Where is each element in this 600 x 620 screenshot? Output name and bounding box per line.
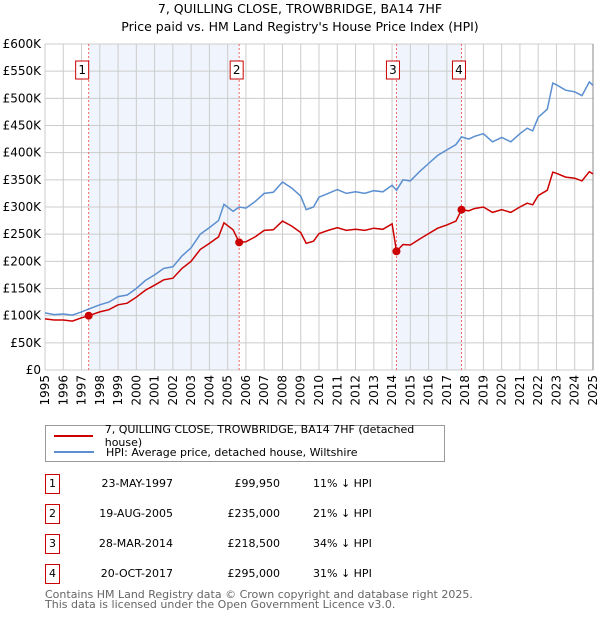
sale-point xyxy=(84,311,93,320)
legend-label: 7, QUILLING CLOSE, TROWBRIDGE, BA14 7HF … xyxy=(104,423,415,449)
x-tick-label: 1997 xyxy=(75,375,89,406)
footer-line: This data is licensed under the Open Gov… xyxy=(45,598,396,611)
sale-price: £99,950 xyxy=(234,477,281,490)
sale-number: 4 xyxy=(45,564,60,584)
sale-row: 1 23-MAY-1997 £99,950 11% ↓ HPI xyxy=(45,474,445,496)
sale-hpi-diff: 21% ↓ HPI xyxy=(313,507,372,520)
sale-price: £295,000 xyxy=(227,567,281,580)
sale-row: 2 19-AUG-2005 £235,000 21% ↓ HPI xyxy=(45,504,445,526)
sale-date: 19-AUG-2005 xyxy=(99,507,173,520)
x-tick-label: 1995 xyxy=(38,375,52,406)
sale-date: 20-OCT-2017 xyxy=(100,567,173,580)
x-tick-label: 1999 xyxy=(111,375,125,406)
y-tick-label: £200K xyxy=(3,254,43,268)
y-tick-label: £600K xyxy=(3,37,43,51)
x-tick-label: 2019 xyxy=(476,375,490,406)
sale-number: 2 xyxy=(45,504,60,524)
sale-price: £218,500 xyxy=(227,537,281,550)
sale-row: 4 20-OCT-2017 £295,000 31% ↓ HPI xyxy=(45,564,445,586)
sale-flag-label: 1 xyxy=(78,63,86,77)
y-tick-label: £350K xyxy=(3,173,43,187)
sale-hpi-diff: 31% ↓ HPI xyxy=(313,567,372,580)
x-tick-label: 2009 xyxy=(294,375,308,406)
sale-flag-label: 2 xyxy=(233,63,241,77)
sale-point xyxy=(392,247,401,256)
y-tick-label: £450K xyxy=(3,119,43,133)
legend-swatch-blue xyxy=(54,451,94,453)
y-tick-label: £100K xyxy=(3,309,43,323)
price-chart: 7, QUILLING CLOSE, TROWBRIDGE, BA14 7HF … xyxy=(3,1,600,406)
x-tick-label: 2006 xyxy=(239,375,253,406)
x-tick-label: 2024 xyxy=(568,375,582,406)
sale-flag-box xyxy=(229,60,244,80)
chart-legend: 7, QUILLING CLOSE, TROWBRIDGE, BA14 7HF … xyxy=(45,423,445,462)
series-line xyxy=(44,170,594,322)
x-tick-label: 2004 xyxy=(202,375,216,406)
chart-title: 7, QUILLING CLOSE, TROWBRIDGE, BA14 7HF xyxy=(158,1,442,16)
sale-number: 1 xyxy=(45,474,60,494)
sale-flag-2: 2 xyxy=(229,60,244,80)
footer-line: Contains HM Land Registry data © Crown c… xyxy=(45,588,473,601)
x-tick-label: 2022 xyxy=(531,375,545,406)
sale-flag-4: 4 xyxy=(451,60,466,80)
sale-flag-box xyxy=(75,60,90,80)
y-tick-label: £550K xyxy=(3,64,43,78)
sale-flag-3: 3 xyxy=(385,60,400,80)
x-tick-label: 2014 xyxy=(385,375,399,406)
x-tick-label: 2016 xyxy=(422,375,436,406)
x-tick-label: 2020 xyxy=(495,375,509,406)
x-tick-label: 2002 xyxy=(166,375,180,406)
x-tick-label: 2005 xyxy=(221,375,235,406)
x-tick-label: 2008 xyxy=(275,375,289,406)
x-tick-label: 2025 xyxy=(586,375,600,406)
y-tick-label: £300K xyxy=(3,200,43,214)
x-tick-label: 2001 xyxy=(148,375,162,406)
legend-label: HPI: Average price, detached house, Wilt… xyxy=(106,445,358,459)
x-tick-label: 2007 xyxy=(257,375,271,406)
x-tick-label: 2023 xyxy=(549,375,563,406)
x-tick-label: 2000 xyxy=(129,375,143,406)
sale-flag-box xyxy=(385,60,400,80)
x-tick-label: 2003 xyxy=(184,375,198,406)
sale-date: 23-MAY-1997 xyxy=(101,477,173,490)
sale-date: 28-MAR-2014 xyxy=(98,537,173,550)
sale-point xyxy=(235,238,244,247)
sale-hpi-diff: 11% ↓ HPI xyxy=(313,477,372,490)
legend-item-hpi: HPI: Average price, detached house, Wilt… xyxy=(54,444,358,460)
x-tick-label: 2012 xyxy=(349,375,363,406)
x-tick-label: 2017 xyxy=(440,375,454,406)
y-tick-label: £50K xyxy=(10,336,42,350)
x-tick-label: 2011 xyxy=(330,375,344,406)
series-line xyxy=(44,80,594,316)
y-tick-label: £250K xyxy=(3,227,43,241)
x-tick-label: 2018 xyxy=(458,375,472,406)
sale-hpi-diff: 34% ↓ HPI xyxy=(313,537,372,550)
x-tick-label: 2010 xyxy=(312,375,326,406)
y-tick-label: £500K xyxy=(3,91,43,105)
sale-point xyxy=(457,205,466,214)
y-tick-label: £400K xyxy=(3,146,43,160)
sale-price: £235,000 xyxy=(227,507,281,520)
sale-flag-box xyxy=(451,60,466,80)
sale-number: 3 xyxy=(45,534,60,554)
y-tick-label: £150K xyxy=(3,282,43,296)
y-tick-label: £0 xyxy=(26,363,41,377)
legend-item-property: 7, QUILLING CLOSE, TROWBRIDGE, BA14 7HF … xyxy=(54,423,444,449)
chart-subtitle: Price paid vs. HM Land Registry's House … xyxy=(121,19,478,34)
x-tick-label: 1998 xyxy=(93,375,107,406)
sale-flag-label: 4 xyxy=(455,63,463,77)
x-tick-label: 2015 xyxy=(403,375,417,406)
x-tick-label: 2021 xyxy=(513,375,527,406)
x-tick-label: 1996 xyxy=(56,375,70,406)
legend-swatch-red xyxy=(54,435,93,437)
sale-flag-1: 1 xyxy=(75,60,90,80)
footer-attribution: Contains HM Land Registry data © Crown c… xyxy=(45,588,473,611)
sale-row: 3 28-MAR-2014 £218,500 34% ↓ HPI xyxy=(45,534,445,556)
sale-flag-label: 3 xyxy=(389,63,397,77)
x-tick-label: 2013 xyxy=(367,375,381,406)
